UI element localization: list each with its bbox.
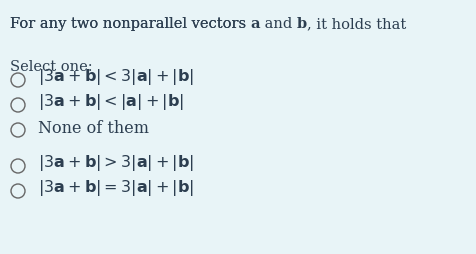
Text: $|3\mathbf{a} + \mathbf{b}| < |\mathbf{a}| + |\mathbf{b}|$: $|3\mathbf{a} + \mathbf{b}| < |\mathbf{a… (38, 92, 184, 112)
Text: b: b (297, 17, 307, 31)
Text: For any two nonparallel vectors: For any two nonparallel vectors (10, 17, 251, 31)
Text: Select one:: Select one: (10, 60, 93, 74)
Text: None of them: None of them (38, 120, 149, 136)
Text: $|3\mathbf{a} + \mathbf{b}| = 3|\mathbf{a}| + |\mathbf{b}|$: $|3\mathbf{a} + \mathbf{b}| = 3|\mathbf{… (38, 177, 194, 197)
Text: , it holds that: , it holds that (307, 17, 407, 31)
Text: For any two nonparallel vectors: For any two nonparallel vectors (10, 17, 251, 31)
Text: a: a (251, 17, 260, 31)
Text: $|3\mathbf{a} + \mathbf{b}| < 3|\mathbf{a}| + |\mathbf{b}|$: $|3\mathbf{a} + \mathbf{b}| < 3|\mathbf{… (38, 67, 194, 87)
Text: and: and (260, 17, 297, 31)
Text: $|3\mathbf{a} + \mathbf{b}| > 3|\mathbf{a}| + |\mathbf{b}|$: $|3\mathbf{a} + \mathbf{b}| > 3|\mathbf{… (38, 152, 194, 172)
